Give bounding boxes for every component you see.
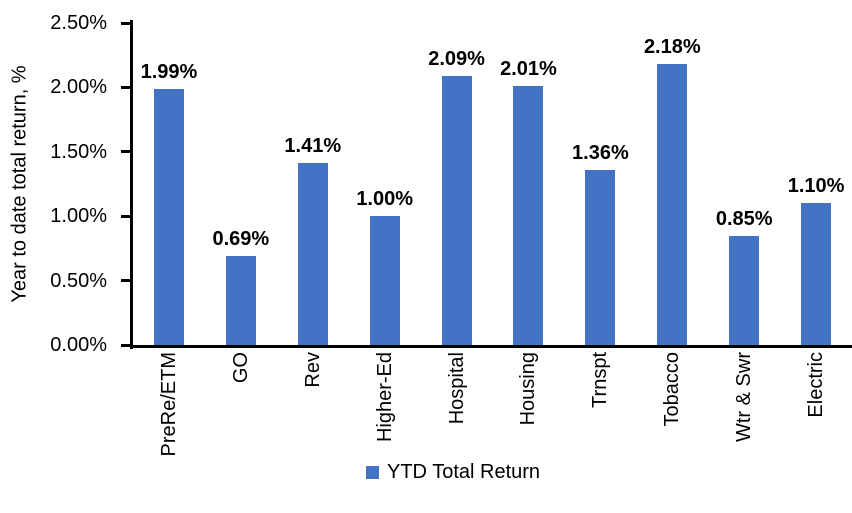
y-tick-label: 1.50% [50, 140, 107, 163]
x-label-cell-higher-ed: Higher-Ed [349, 352, 421, 467]
y-tick-mark [121, 214, 130, 218]
x-axis-label-higher-ed: Higher-Ed [373, 352, 396, 443]
y-tick-label: 2.50% [50, 12, 107, 34]
y-axis-title: Year to date total return, % [0, 23, 40, 345]
y-axis-title-text: Year to date total return, % [9, 65, 31, 303]
x-label-cell-go: GO [205, 352, 277, 467]
bar-slot-higher-ed: 1.00% [349, 23, 421, 345]
bar-value-label-trnspt: 1.36% [572, 142, 629, 164]
bar-slot-rev: 1.41% [277, 23, 349, 345]
x-label-cell-wtr-swr: Wtr & Swr [708, 352, 780, 467]
legend: YTD Total Return [366, 460, 540, 484]
legend-label: YTD Total Return [387, 461, 541, 483]
y-axis-line [130, 20, 133, 349]
y-tick-label: 1.00% [50, 205, 107, 228]
y-tick-label: 0.50% [50, 269, 107, 292]
x-axis-label-housing: Housing [517, 352, 540, 426]
bar-slot-wtr-swr: 0.85% [708, 23, 780, 345]
y-tick-mark [121, 21, 130, 25]
bar-housing [513, 86, 544, 345]
bar-trnspt [585, 170, 616, 345]
bar-value-label-go: 0.69% [212, 228, 270, 250]
y-tick-label: 2.00% [50, 76, 107, 99]
x-label-cell-tobacco: Tobacco [636, 352, 708, 467]
bar-tobacco [657, 64, 688, 345]
x-axis-label-go: GO [229, 352, 252, 384]
bar-wtr-swr [729, 236, 760, 345]
bar-slot-trnspt: 1.36% [564, 23, 636, 345]
bar-go [225, 256, 256, 345]
bar-slot-prere-etm: 1.99% [133, 23, 205, 345]
x-axis-label-hospital: Hospital [445, 352, 468, 425]
bar-slot-electric: 1.10% [780, 23, 852, 345]
x-label-cell-trnspt: Trnspt [564, 352, 636, 467]
bar-prere-etm [153, 89, 184, 345]
bar-value-label-housing: 2.01% [500, 58, 557, 80]
y-tick-mark [121, 343, 130, 347]
x-label-cell-prere-etm: PreRe/ETM [133, 352, 205, 467]
x-axis-label-rev: Rev [301, 352, 324, 388]
bar-hospital [441, 76, 472, 345]
bar-higher-ed [369, 216, 400, 345]
y-tick-mark [121, 279, 130, 283]
bar-electric [801, 203, 832, 345]
bar-slot-housing: 2.01% [493, 23, 565, 345]
bar-value-label-prere-etm: 1.99% [140, 61, 198, 83]
x-axis-label-electric: Electric [805, 352, 828, 418]
x-label-cell-electric: Electric [780, 352, 852, 467]
x-axis-line [130, 345, 852, 348]
bar-slot-hospital: 2.09% [421, 23, 493, 345]
x-label-cell-housing: Housing [493, 352, 565, 467]
x-label-cell-hospital: Hospital [421, 352, 493, 467]
bar-rev [297, 163, 328, 345]
legend-marker-icon [366, 465, 379, 479]
bar-value-label-hospital: 2.09% [428, 48, 485, 70]
bar-value-label-tobacco: 2.18% [643, 36, 701, 58]
x-label-cell-rev: Rev [277, 352, 349, 467]
x-axis-label-tobacco: Tobacco [661, 352, 684, 427]
bar-value-label-electric: 1.10% [787, 175, 845, 197]
x-axis-label-prere-etm: PreRe/ETM [157, 352, 180, 457]
bar-value-label-higher-ed: 1.00% [356, 188, 414, 210]
bars-layer: 1.99% 0.69% 1.41% 1.00% 2.09% 2.01% 1.36% 2.18%… [133, 23, 852, 345]
y-tick-label: 0.00% [50, 334, 107, 356]
bar-value-label-rev: 1.41% [284, 135, 342, 157]
bar-slot-tobacco: 2.18% [636, 23, 708, 345]
x-axis-label-trnspt: Trnspt [589, 352, 612, 408]
y-tick-mark [121, 150, 130, 154]
bar-slot-go: 0.69% [205, 23, 277, 345]
y-tick-mark [121, 85, 130, 89]
x-labels-layer: PreRe/ETM GO Rev Higher-Ed Hospital Housing Tr… [133, 352, 852, 467]
bar-value-label-wtr-swr: 0.85% [715, 208, 773, 230]
x-axis-label-wtr-swr: Wtr & Swr [733, 352, 756, 442]
